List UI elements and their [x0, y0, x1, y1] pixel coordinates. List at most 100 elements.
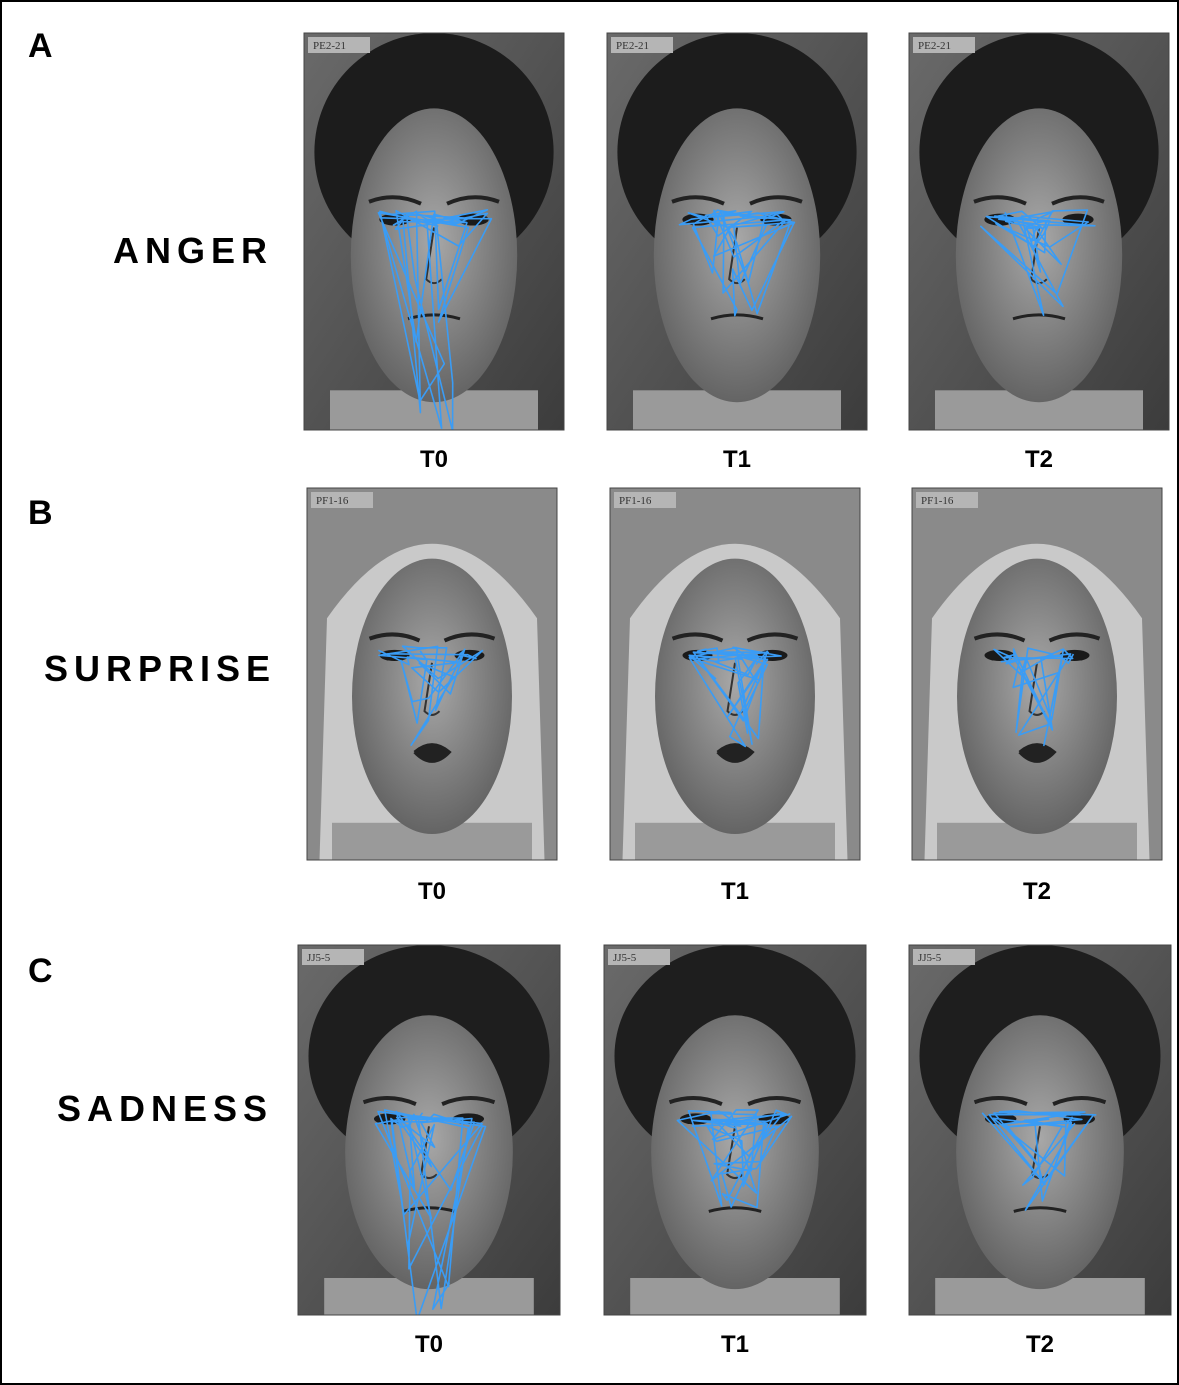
mouth — [710, 313, 764, 321]
image-content: JJ5-5 — [298, 945, 560, 1315]
nose — [726, 1126, 744, 1180]
eyebrow — [668, 1096, 723, 1106]
scanpath — [377, 209, 493, 430]
scanpath — [993, 647, 1075, 747]
time-label: T2 — [1026, 1331, 1054, 1358]
stimulus-id: PE2-21 — [918, 40, 951, 52]
stimulus-id: PF1-16 — [619, 495, 652, 507]
face-image: JJ5-5 — [297, 944, 561, 1316]
stimulus-id: PF1-16 — [921, 495, 954, 507]
face-image: PF1-16 — [911, 487, 1163, 861]
scanpath — [378, 645, 484, 747]
eyebrow — [368, 195, 422, 206]
eyebrow — [443, 632, 496, 643]
face — [956, 1015, 1124, 1290]
panel-letter: A — [28, 27, 53, 65]
image-frame — [908, 32, 1170, 431]
time-label: T0 — [418, 878, 446, 905]
image-frame — [606, 32, 868, 431]
mouth — [1013, 1206, 1067, 1213]
stimulus-tag — [916, 492, 978, 508]
eyebrow — [441, 1096, 496, 1106]
mouth — [708, 1206, 762, 1213]
scanpath — [678, 209, 796, 317]
mouth — [716, 743, 755, 763]
eyebrow — [747, 1096, 802, 1106]
eyebrow — [671, 195, 725, 206]
stimulus-tag — [608, 949, 670, 965]
image-content: PE2-21 — [607, 33, 867, 430]
stimulus-id: JJ5-5 — [918, 952, 942, 964]
nose — [425, 227, 443, 285]
stimulus-id: PE2-21 — [313, 40, 346, 52]
nose — [423, 662, 441, 716]
image-frame — [303, 32, 565, 431]
image-content: PF1-16 — [307, 488, 557, 860]
stimulus-tag — [614, 492, 676, 508]
stimulus-tag — [611, 37, 673, 53]
stimulus-tag — [308, 37, 370, 53]
stimulus-id: PE2-21 — [616, 40, 649, 52]
stimulus-id: JJ5-5 — [613, 952, 637, 964]
scanpath — [374, 1109, 487, 1315]
eyebrow — [368, 632, 421, 643]
image-frame — [609, 487, 861, 861]
time-label: T0 — [415, 1331, 443, 1358]
time-label: T2 — [1025, 446, 1053, 473]
eyebrow — [749, 195, 803, 206]
face — [955, 108, 1123, 403]
scanpath — [979, 209, 1096, 317]
stimulus-tag — [311, 492, 373, 508]
eyebrow — [1048, 632, 1101, 643]
face-image: PE2-21 — [303, 32, 565, 431]
stimulus-tag — [302, 949, 364, 965]
stimulus-id: PF1-16 — [316, 495, 349, 507]
image-content: PF1-16 — [610, 488, 860, 860]
face-image: JJ5-5 — [603, 944, 867, 1316]
image-frame — [908, 944, 1172, 1316]
face — [350, 108, 518, 403]
scanpath — [676, 1109, 793, 1209]
image-content: JJ5-5 — [909, 945, 1171, 1315]
eyebrow — [973, 195, 1027, 206]
face — [651, 1015, 819, 1290]
stimulus-tag — [913, 949, 975, 965]
stimulus-id: JJ5-5 — [307, 952, 331, 964]
panel-letter: B — [28, 494, 53, 532]
time-label: T2 — [1023, 878, 1051, 905]
eyebrow — [746, 632, 799, 643]
image-frame — [603, 944, 867, 1316]
emotion-label: SURPRISE — [44, 648, 276, 689]
emotion-label: ANGER — [113, 230, 273, 271]
image-content: PF1-16 — [912, 488, 1162, 860]
face-image: PF1-16 — [306, 487, 558, 861]
scanpath — [688, 646, 782, 748]
nose — [728, 227, 746, 285]
eyebrow — [973, 1096, 1028, 1106]
time-label: T1 — [723, 446, 751, 473]
image-content: PE2-21 — [909, 33, 1169, 430]
face-image: PE2-21 — [606, 32, 868, 431]
eyebrow — [671, 632, 724, 643]
mouth — [1018, 743, 1057, 763]
time-label: T1 — [721, 878, 749, 905]
emotion-label: SADNESS — [57, 1088, 273, 1129]
scanpath — [981, 1110, 1097, 1211]
face — [655, 558, 815, 834]
eyebrow — [1051, 195, 1105, 206]
face-image: PE2-21 — [908, 32, 1170, 431]
eyebrow — [973, 632, 1026, 643]
image-frame — [297, 944, 561, 1316]
image-content: JJ5-5 — [604, 945, 866, 1315]
eyebrow — [1052, 1096, 1107, 1106]
time-label: T0 — [420, 446, 448, 473]
mouth — [1012, 313, 1066, 321]
image-frame — [306, 487, 558, 861]
eyebrow — [362, 1096, 417, 1106]
face-image: PF1-16 — [609, 487, 861, 861]
mouth — [413, 743, 452, 763]
stimulus-tag — [913, 37, 975, 53]
